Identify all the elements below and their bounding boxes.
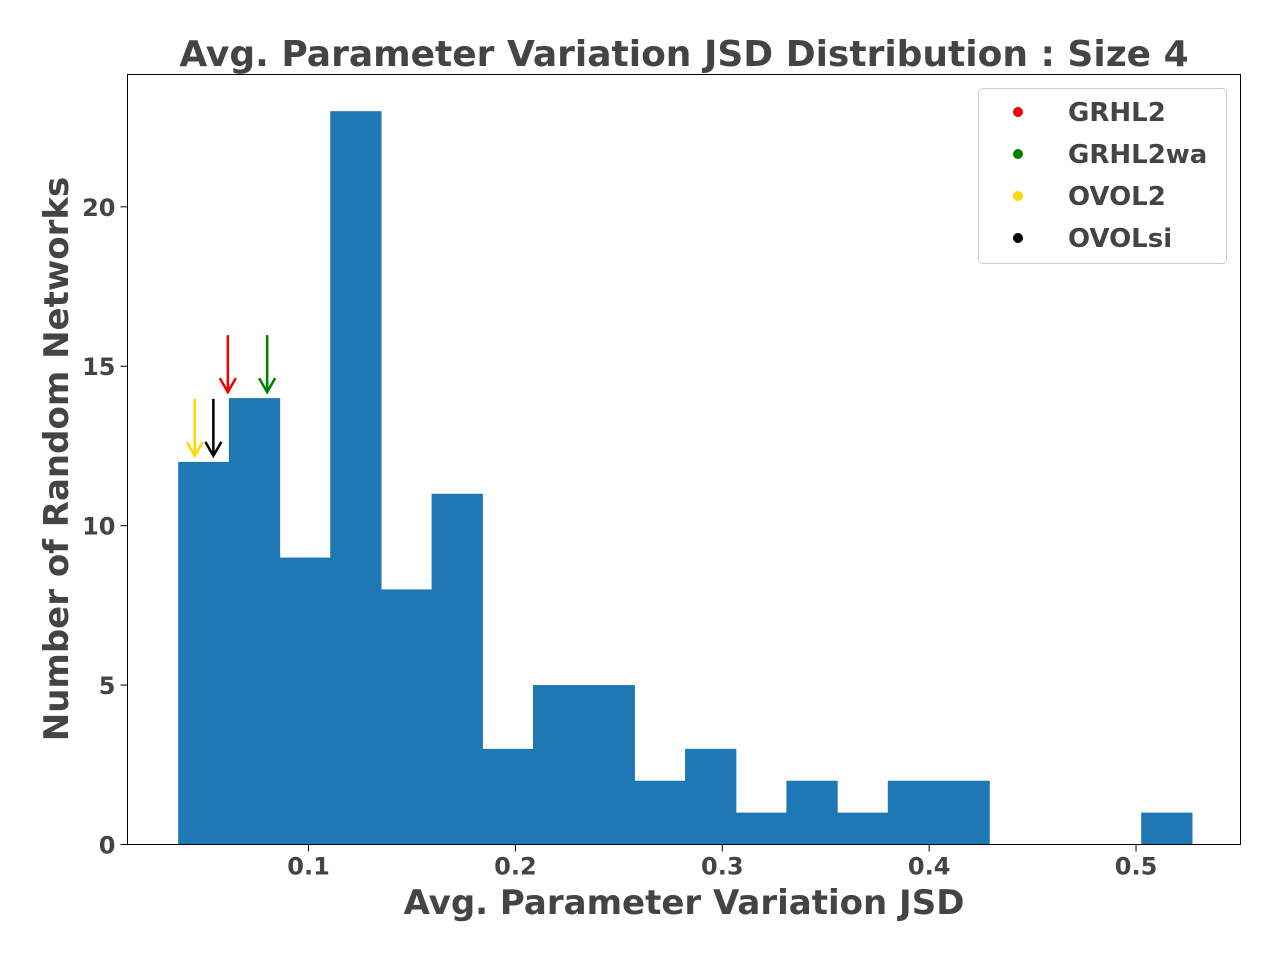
x-axis-ticks: 0.1 0.2 0.3 0.4 0.5 <box>287 844 1158 881</box>
histogram-bar <box>228 398 281 845</box>
x-tick-label: 0.3 <box>701 853 744 881</box>
chart-title: Avg. Parameter Variation JSD Distributio… <box>179 34 1188 75</box>
y-axis-label: Number of Random Networks <box>37 177 77 742</box>
histogram-bar <box>482 748 534 845</box>
legend-dot <box>1013 191 1023 201</box>
histogram-bar <box>786 780 838 845</box>
y-tick-label: 10 <box>82 513 115 541</box>
histogram-bar <box>583 685 635 845</box>
histogram-bar <box>685 748 737 845</box>
marker-arrow-grhl2wa <box>258 335 277 395</box>
x-tick-label: 0.4 <box>908 853 951 881</box>
legend-entry-ovol2: OVOL2 <box>1013 182 1166 212</box>
x-axis-label: Avg. Parameter Variation JSD <box>404 883 965 923</box>
histogram-bar <box>1141 812 1193 845</box>
bars-group <box>178 111 1193 845</box>
histogram-bar <box>532 685 585 845</box>
marker-arrow-ovolsi <box>204 398 223 459</box>
x-tick-label: 0.1 <box>287 853 330 881</box>
histogram-bar <box>887 780 940 845</box>
legend-entry-ovolsi: OVOLsi <box>1013 224 1172 254</box>
marker-arrows-group <box>185 335 277 459</box>
legend-entry-grhl2wa: GRHL2wa <box>1013 140 1207 170</box>
y-tick-label: 15 <box>82 353 115 381</box>
legend-dot <box>1013 107 1023 117</box>
histogram-bar <box>178 461 230 845</box>
y-tick-label: 5 <box>99 672 116 700</box>
legend-label: OVOL2 <box>1068 182 1166 212</box>
legend-label: OVOLsi <box>1068 224 1172 254</box>
histogram-bar <box>380 589 433 845</box>
histogram-bar <box>735 812 788 845</box>
legend-entry-grhl2: GRHL2 <box>1013 98 1166 128</box>
legend-dot <box>1013 149 1023 159</box>
histogram-bar <box>837 812 889 845</box>
plot-frame <box>127 74 1241 845</box>
legend-dot <box>1013 233 1023 243</box>
legend-box <box>978 88 1227 264</box>
y-tick-label: 0 <box>99 832 116 860</box>
marker-arrow-grhl2 <box>218 335 237 395</box>
histogram-bar <box>431 493 483 845</box>
histogram-bar <box>279 557 331 845</box>
histogram-bar <box>938 780 990 845</box>
histogram-bar <box>634 780 686 845</box>
y-axis-ticks: 0 5 10 15 20 <box>82 194 128 860</box>
legend: GRHL2 GRHL2wa OVOL2 OVOLsi <box>978 88 1227 264</box>
x-tick-label: 0.2 <box>494 853 537 881</box>
legend-label: GRHL2 <box>1068 98 1166 128</box>
y-tick-label: 20 <box>82 194 115 222</box>
x-tick-label: 0.5 <box>1115 853 1158 881</box>
histogram-bar <box>330 111 382 845</box>
marker-arrow-ovol2 <box>185 398 204 459</box>
legend-label: GRHL2wa <box>1068 140 1207 170</box>
